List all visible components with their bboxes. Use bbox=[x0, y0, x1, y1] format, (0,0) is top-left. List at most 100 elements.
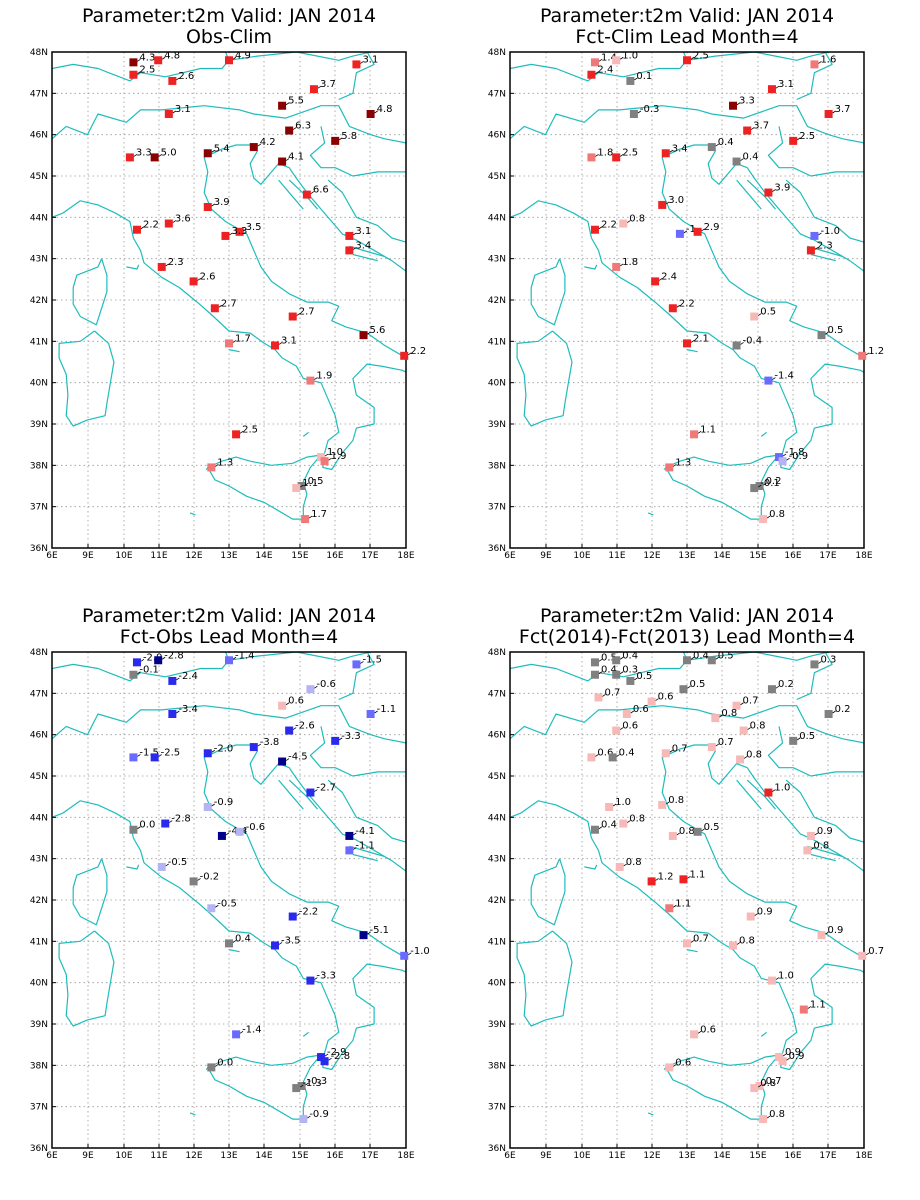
station-leader bbox=[619, 56, 624, 60]
coastline-path bbox=[203, 144, 406, 357]
station-value-label: -2.8 bbox=[164, 650, 184, 661]
lat-tick-label: 36N bbox=[488, 1144, 506, 1154]
station-marker bbox=[203, 749, 212, 758]
station-leader bbox=[211, 803, 215, 807]
station-value-label: 0.2 bbox=[778, 679, 794, 690]
station-leader bbox=[690, 656, 695, 660]
station-leader bbox=[353, 832, 357, 836]
station-marker bbox=[352, 660, 361, 669]
station-value-label: 4.8 bbox=[377, 104, 393, 115]
lat-tick-label: 37N bbox=[30, 1103, 48, 1113]
station-marker bbox=[693, 227, 702, 236]
station-marker bbox=[225, 656, 233, 665]
station-value-label: 0.8 bbox=[760, 1078, 776, 1089]
station-value-label: 3.6 bbox=[175, 214, 191, 225]
station-marker bbox=[605, 803, 614, 811]
station-marker bbox=[590, 658, 599, 667]
station-value-label: -2.5 bbox=[161, 747, 181, 758]
lon-tick-label: 16E bbox=[784, 1151, 801, 1161]
station-marker bbox=[647, 877, 656, 886]
station-marker bbox=[278, 701, 287, 710]
lon-tick-label: 9E bbox=[82, 551, 94, 561]
coastline-path bbox=[785, 179, 864, 243]
station-value-label: 0.6 bbox=[622, 721, 638, 732]
station-marker bbox=[587, 153, 596, 162]
station-value-label: 0.4 bbox=[235, 933, 251, 944]
lon-tick-label: 6E bbox=[504, 1151, 516, 1161]
station-marker bbox=[647, 697, 656, 706]
lat-tick-label: 43N bbox=[488, 855, 506, 865]
coastline-path bbox=[338, 652, 375, 701]
station-marker bbox=[306, 685, 315, 694]
coastline-path bbox=[52, 105, 406, 144]
coastline-path bbox=[686, 652, 829, 661]
station-leader bbox=[719, 714, 723, 718]
station-marker bbox=[587, 70, 596, 79]
station-leader bbox=[743, 756, 748, 759]
station-value-label: -2.0 bbox=[214, 743, 234, 754]
station-marker bbox=[732, 341, 741, 350]
station-marker bbox=[810, 660, 819, 669]
station-value-label: 3.9 bbox=[774, 183, 790, 194]
coastline-path bbox=[510, 705, 864, 744]
station-value-label: -1.5 bbox=[362, 654, 382, 665]
station-leader bbox=[627, 820, 631, 823]
station-marker bbox=[661, 749, 670, 758]
lon-tick-label: 6E bbox=[46, 1151, 58, 1161]
lon-tick-label: 17E bbox=[361, 551, 378, 561]
station-marker bbox=[707, 743, 716, 752]
station-marker bbox=[711, 714, 720, 723]
station-leader bbox=[740, 702, 744, 706]
station-value-label: -0.5 bbox=[217, 898, 237, 909]
station-value-label: 2.4 bbox=[597, 65, 613, 76]
station-marker bbox=[743, 126, 752, 135]
station-leader bbox=[598, 59, 603, 62]
station-marker bbox=[750, 1084, 759, 1093]
lat-tick-label: 42N bbox=[488, 896, 506, 906]
coastline-path bbox=[736, 179, 762, 210]
station-leader bbox=[243, 828, 247, 832]
station-value-label: 0.4 bbox=[619, 747, 635, 758]
station-value-label: -2.8 bbox=[331, 1051, 351, 1062]
station-leader bbox=[655, 878, 659, 881]
lat-tick-label: 44N bbox=[30, 213, 48, 223]
station-marker bbox=[207, 1063, 216, 1072]
coastline-path bbox=[278, 779, 304, 810]
coastline-path bbox=[126, 864, 140, 870]
lat-tick-label: 48N bbox=[30, 48, 48, 58]
station-marker bbox=[629, 110, 638, 118]
station-marker bbox=[729, 941, 738, 950]
station-leader bbox=[296, 913, 300, 916]
station-value-label: 0.5 bbox=[636, 671, 652, 682]
station-value-label: 1.8 bbox=[597, 147, 613, 158]
station-marker bbox=[189, 877, 198, 886]
coastline-path bbox=[309, 726, 406, 777]
station-leader bbox=[669, 149, 673, 153]
station-leader bbox=[658, 278, 663, 281]
station-leader bbox=[374, 710, 378, 714]
coastline-path bbox=[228, 52, 371, 61]
coastline-path bbox=[228, 349, 240, 353]
station-leader bbox=[140, 659, 145, 662]
station-leader bbox=[782, 1053, 787, 1057]
station-marker bbox=[157, 262, 166, 271]
lat-tick-label: 41N bbox=[488, 937, 506, 947]
station-leader bbox=[772, 789, 776, 792]
coastline-path bbox=[785, 779, 864, 843]
station-marker bbox=[271, 341, 280, 350]
station-marker bbox=[824, 110, 833, 118]
station-value-label: 1.3 bbox=[217, 457, 233, 468]
coastline-path bbox=[302, 431, 309, 437]
station-marker bbox=[764, 376, 773, 385]
lat-tick-label: 36N bbox=[30, 544, 48, 554]
station-leader bbox=[307, 1115, 311, 1119]
station-leader bbox=[232, 656, 237, 660]
lat-tick-label: 43N bbox=[30, 855, 48, 865]
lat-tick-label: 47N bbox=[488, 89, 506, 99]
station-marker bbox=[651, 277, 660, 286]
station-marker bbox=[775, 453, 784, 462]
station-value-label: -0.4 bbox=[743, 335, 763, 346]
lat-tick-label: 38N bbox=[30, 1061, 48, 1071]
station-value-label: 2.7 bbox=[221, 298, 237, 309]
coastline-path bbox=[686, 52, 829, 61]
